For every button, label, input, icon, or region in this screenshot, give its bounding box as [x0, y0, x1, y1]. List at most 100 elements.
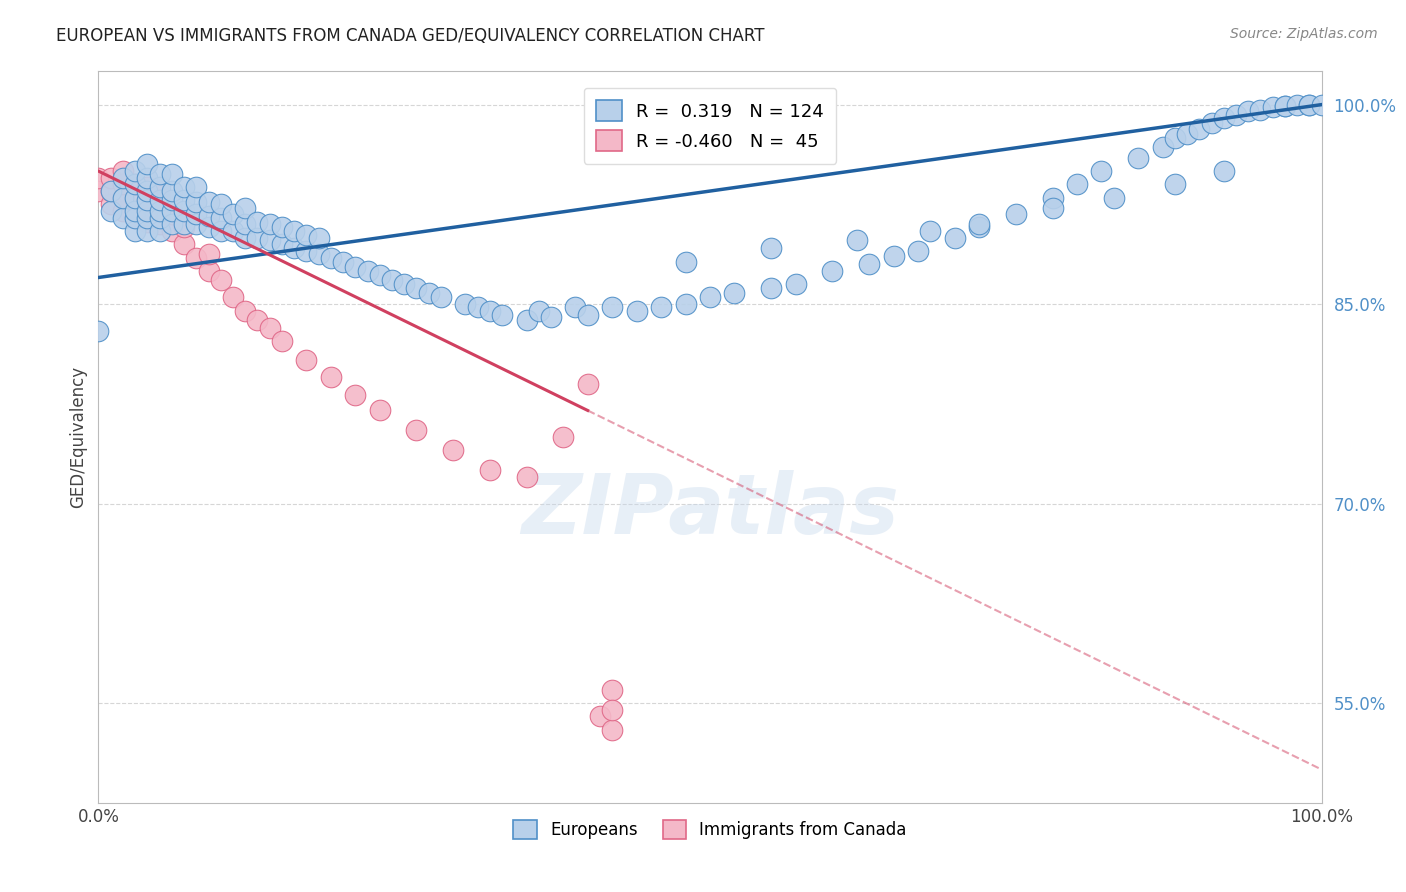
Point [246, 230, 269, 244]
Point [283, 241, 305, 255]
Point [173, 219, 195, 234]
Point [920, 224, 942, 238]
Point [173, 204, 195, 219]
Point [197, 246, 219, 260]
Point [319, 251, 342, 265]
Point [883, 249, 905, 263]
Point [1261, 100, 1284, 114]
Point [553, 430, 575, 444]
Point [600, 703, 623, 717]
Point [124, 164, 146, 178]
Point [1175, 127, 1198, 141]
Point [270, 237, 294, 252]
Point [761, 241, 783, 255]
Point [136, 157, 159, 171]
Point [136, 194, 159, 208]
Point [270, 219, 294, 234]
Point [111, 170, 134, 185]
Point [111, 211, 134, 225]
Point [1212, 111, 1234, 125]
Point [1042, 202, 1064, 216]
Point [308, 246, 330, 260]
Point [515, 470, 537, 484]
Point [1298, 97, 1320, 112]
Point [600, 682, 623, 697]
Point [87, 184, 110, 198]
Point [173, 194, 195, 208]
Point [149, 211, 172, 225]
Point [1066, 178, 1088, 192]
Point [761, 281, 783, 295]
Point [1152, 140, 1174, 154]
Point [136, 224, 159, 238]
Point [907, 244, 929, 258]
Point [222, 290, 245, 304]
Point [186, 217, 208, 231]
Point [100, 197, 122, 211]
Point [1042, 191, 1064, 205]
Point [222, 207, 245, 221]
Point [259, 321, 281, 335]
Text: ZIPatlas: ZIPatlas [522, 470, 898, 550]
Point [149, 167, 172, 181]
Point [1286, 97, 1309, 112]
Point [576, 376, 599, 391]
Point [564, 300, 586, 314]
Point [319, 370, 342, 384]
Point [295, 353, 318, 368]
Point [600, 300, 623, 314]
Point [540, 310, 562, 325]
Point [723, 286, 745, 301]
Point [136, 204, 159, 219]
Point [246, 214, 269, 228]
Point [149, 184, 172, 198]
Point [845, 233, 868, 247]
Point [87, 170, 110, 185]
Point [100, 184, 122, 198]
Point [136, 197, 159, 211]
Point [124, 178, 146, 192]
Point [186, 194, 208, 209]
Point [467, 300, 489, 314]
Point [111, 191, 134, 205]
Point [295, 244, 318, 258]
Point [454, 297, 477, 311]
Point [1201, 116, 1223, 130]
Point [136, 180, 159, 194]
Point [87, 324, 110, 338]
Point [1090, 164, 1112, 178]
Point [233, 303, 256, 318]
Point [124, 224, 146, 238]
Point [160, 194, 183, 208]
Point [356, 264, 378, 278]
Point [209, 197, 232, 211]
Point [1274, 99, 1296, 113]
Point [186, 207, 208, 221]
Point [332, 254, 354, 268]
Point [1249, 103, 1271, 117]
Point [160, 224, 183, 238]
Point [1128, 151, 1150, 165]
Point [368, 268, 391, 282]
Point [124, 178, 146, 192]
Point [222, 224, 245, 238]
Point [478, 303, 501, 318]
Point [1298, 97, 1320, 112]
Point [576, 308, 599, 322]
Point [1225, 108, 1247, 122]
Point [344, 260, 367, 274]
Point [149, 204, 172, 219]
Point [589, 709, 612, 723]
Point [100, 184, 122, 198]
Y-axis label: GED/Equivalency: GED/Equivalency [69, 366, 87, 508]
Point [197, 194, 219, 209]
Point [600, 723, 623, 737]
Point [675, 254, 697, 268]
Point [149, 202, 172, 216]
Point [283, 224, 305, 238]
Point [418, 286, 440, 301]
Point [1212, 164, 1234, 178]
Point [160, 204, 183, 219]
Point [173, 237, 195, 252]
Point [308, 230, 330, 244]
